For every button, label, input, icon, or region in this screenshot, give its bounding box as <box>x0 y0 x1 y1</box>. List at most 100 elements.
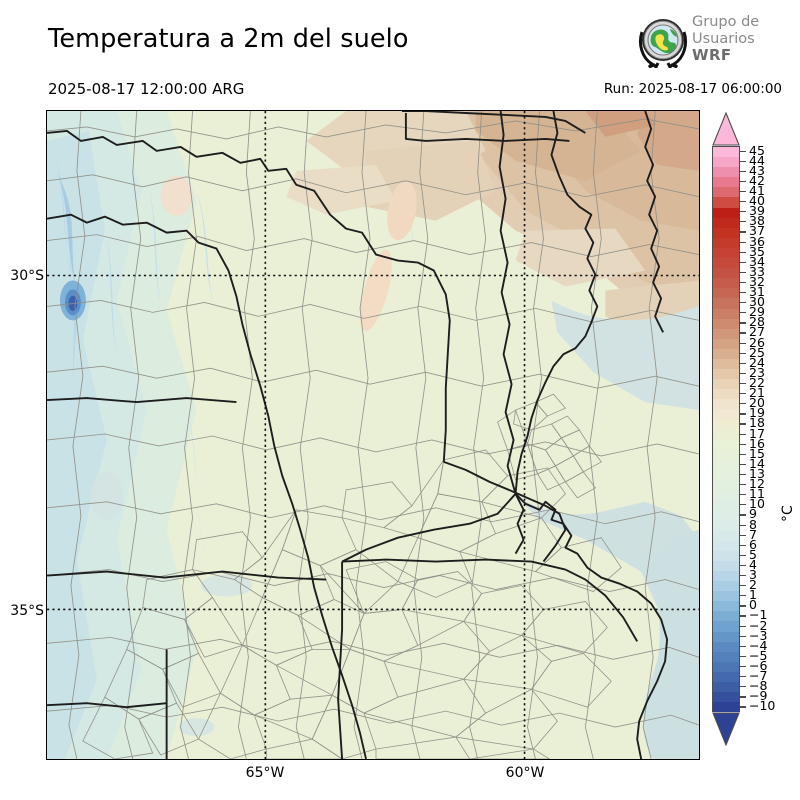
colorbar-tick-mark <box>740 342 746 344</box>
colorbar-tick-mark <box>740 544 746 546</box>
colorbar-tick-mark <box>740 190 746 193</box>
colorbar-tick-mark <box>740 676 746 678</box>
colorbar-tick-label: 31 <box>749 284 765 300</box>
colorbar-segment <box>713 641 739 652</box>
colorbar-segment <box>713 177 739 188</box>
colorbar-tick-label: 23 <box>749 364 765 380</box>
colorbar-segment <box>713 611 739 622</box>
colorbar-segment <box>713 258 739 269</box>
colorbar-segment <box>713 348 739 359</box>
colorbar-tick-mark <box>740 180 746 183</box>
colorbar-tick-mark <box>740 312 746 314</box>
colorbar-tick-label: −4 <box>749 637 768 653</box>
colorbar-tick-mark <box>740 575 746 577</box>
colorbar-segment <box>713 409 739 420</box>
colorbar-tick-label: 11 <box>749 486 765 502</box>
colorbar-tick-label: 21 <box>749 385 765 401</box>
colorbar-tick-label: −10 <box>749 698 776 714</box>
colorbar-tick-label: 14 <box>749 455 765 471</box>
colorbar-segment <box>713 227 739 238</box>
colorbar-tick-label: −3 <box>749 627 768 643</box>
colorbar-tick-mark <box>740 271 746 274</box>
colorbar-tick-mark <box>740 706 746 708</box>
page-title: Temperatura a 2m del suelo <box>48 24 409 54</box>
colorbar-tick-mark <box>740 302 746 304</box>
colorbar-tick-label: 27 <box>749 324 765 340</box>
colorbar-segment <box>713 237 739 248</box>
colorbar-tick-label: 25 <box>749 344 765 360</box>
colorbar-segment <box>713 379 739 390</box>
colorbar-tick-mark <box>740 160 746 162</box>
colorbar-tick-mark <box>740 696 746 698</box>
colorbar-segment <box>713 601 739 612</box>
brand-line-3: WRF <box>692 46 732 64</box>
colorbar-segment <box>713 167 739 178</box>
colorbar-segment <box>713 449 739 460</box>
colorbar-tick-label: 9 <box>749 506 757 522</box>
colorbar-tick-label: 32 <box>749 273 765 289</box>
colorbar-tick-label: 7 <box>749 526 757 542</box>
colorbar-segment <box>713 681 739 693</box>
colorbar-gradient <box>712 146 740 713</box>
colorbar-tick-mark <box>740 645 746 647</box>
colorbar-segment <box>713 358 739 370</box>
colorbar-tick-label: 26 <box>749 334 765 350</box>
colorbar-tick-mark <box>740 514 746 516</box>
colorbar-segment <box>713 631 739 642</box>
colorbar-segment <box>713 702 739 713</box>
colorbar-tick-mark <box>740 615 746 617</box>
valid-time-label: 2025-08-17 12:00:00 ARG <box>48 80 245 98</box>
colorbar-tick-mark <box>740 322 746 324</box>
colorbar-extend-max-arrow <box>712 112 740 146</box>
colorbar-tick-label: 28 <box>749 314 765 330</box>
colorbar-segment <box>713 661 739 672</box>
colorbar-tick-mark <box>740 332 746 334</box>
colorbar-tick-mark <box>740 281 746 284</box>
colorbar-segment <box>713 591 739 602</box>
colorbar-tick-label: −2 <box>749 617 768 633</box>
colorbar-tick-label: 39 <box>749 203 765 219</box>
colorbar-tick-mark <box>740 261 746 263</box>
wrf-globe-logo-icon <box>638 19 688 68</box>
colorbar-segment <box>713 530 739 541</box>
colorbar-tick-label: −8 <box>749 678 768 694</box>
colorbar-tick-label: 45 <box>749 142 765 158</box>
brand-line-2: Usuarios <box>692 30 755 47</box>
colorbar-tick-mark <box>740 635 746 637</box>
colorbar-unit-label: °C <box>780 505 796 522</box>
colorbar-segment <box>713 338 739 349</box>
colorbar[interactable]: 45 44 43 42 41 40 39 38 37 36 35 34 33 32 31 30 29 28 27 26… <box>706 112 798 762</box>
colorbar-tick-mark <box>740 241 746 243</box>
colorbar-segment <box>713 328 739 339</box>
lon-label-60w: 60°W <box>505 765 545 781</box>
colorbar-tick-label: 15 <box>749 445 765 461</box>
colorbar-tick-mark <box>740 554 746 557</box>
colorbar-extend-min-arrow <box>712 712 740 746</box>
colorbar-tick-label: 20 <box>749 395 765 411</box>
colorbar-segment <box>713 288 739 299</box>
colorbar-tick-mark <box>740 473 746 476</box>
colorbar-segment <box>713 480 739 491</box>
temperature-map[interactable] <box>46 110 700 760</box>
colorbar-tick-label: 33 <box>749 263 765 279</box>
colorbar-segment <box>713 459 739 470</box>
colorbar-segment <box>713 651 739 662</box>
colorbar-segment <box>713 389 739 400</box>
colorbar-tick-mark <box>740 170 746 172</box>
colorbar-segment <box>713 308 739 319</box>
colorbar-tick-mark <box>740 595 746 597</box>
colorbar-tick-mark <box>740 453 746 455</box>
colorbar-tick-mark <box>740 372 746 375</box>
colorbar-tick-mark <box>740 443 746 445</box>
colorbar-tick-label: 5 <box>749 546 757 562</box>
colorbar-tick-label: 1 <box>749 587 757 603</box>
colorbar-ticks: 45 44 43 42 41 40 39 38 37 36 35 34 33 32 31 30 29 28 27 26… <box>740 142 798 714</box>
colorbar-tick-label: 34 <box>749 253 765 269</box>
colorbar-segment <box>713 157 739 168</box>
colorbar-tick-mark <box>740 433 746 435</box>
map-canvas <box>47 111 699 759</box>
colorbar-segment <box>713 268 739 279</box>
colorbar-tick-label: 13 <box>749 465 765 481</box>
colorbar-tick-label: 35 <box>749 243 765 259</box>
colorbar-tick-label: 16 <box>749 435 765 451</box>
